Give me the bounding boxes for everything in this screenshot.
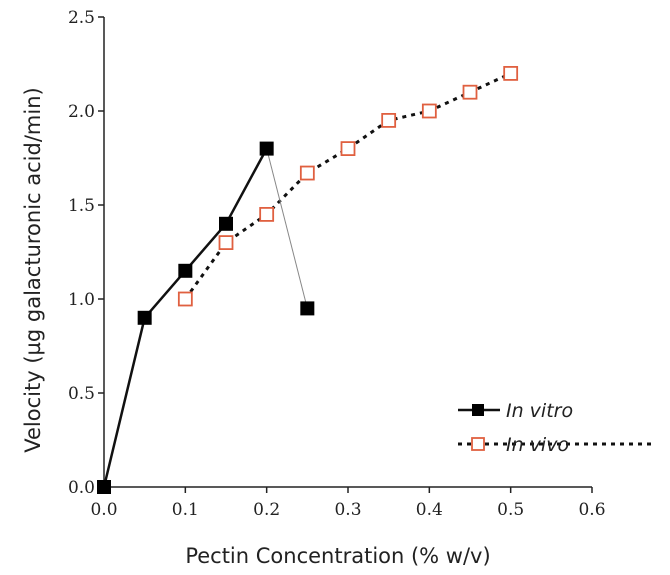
data-point-in-vivo (340, 141, 356, 157)
series-line-in-vitro-drop (266, 148, 308, 309)
x-axis-title: Pectin Concentration (% w/v) (185, 544, 490, 568)
x-tick-label: 0.5 (497, 500, 524, 520)
data-point-in-vivo (381, 113, 397, 128)
y-tick-label: 0.0 (68, 478, 95, 498)
y-tick-label: 1.0 (68, 290, 95, 310)
data-point-in-vitro (300, 301, 315, 316)
data-point-in-vitro (137, 310, 152, 325)
data-point-in-vivo (503, 66, 519, 81)
data-point-in-vitro (259, 141, 274, 156)
series-line-in-vivo (184, 72, 512, 300)
y-tick-label: 0.5 (68, 384, 95, 404)
x-tick-label: 0.3 (334, 500, 361, 520)
y-tick-label: 1.5 (68, 196, 95, 216)
x-tick-label: 0.1 (172, 500, 199, 520)
x-tick-label: 0.6 (578, 500, 605, 520)
data-point-in-vivo (462, 84, 478, 100)
series-line-in-vitro (102, 148, 268, 488)
y-axis-title: Velocity (µg galacturonic acid/min) (21, 87, 45, 452)
x-tick-label: 0.2 (253, 500, 280, 520)
legend-label-in-vitro: In vitro (506, 400, 573, 422)
data-point-in-vivo (218, 235, 234, 251)
y-tick-label: 2.0 (68, 102, 95, 122)
data-point-in-vivo (421, 103, 437, 119)
data-point-in-vitro (219, 216, 233, 231)
data-point-in-vitro (178, 263, 193, 278)
x-tick-label: 0.0 (90, 500, 117, 520)
legend: In vitro In vivo (458, 400, 655, 456)
legend-label-in-vivo: In vivo (506, 434, 569, 456)
data-point-in-vivo (259, 206, 275, 222)
legend-marker-in-vivo (471, 437, 485, 451)
data-point-in-vitro (97, 480, 111, 494)
y-tick-label: 2.5 (68, 8, 95, 28)
data-point-in-vivo (177, 291, 193, 307)
data-point-in-vivo (299, 165, 315, 181)
x-tick-label: 0.4 (416, 500, 443, 520)
legend-marker-in-vitro (472, 404, 484, 416)
